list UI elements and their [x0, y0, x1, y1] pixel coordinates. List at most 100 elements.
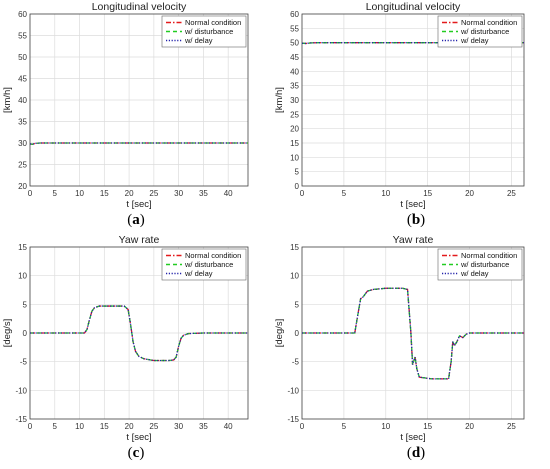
series-line-3 — [30, 305, 248, 362]
x-tick-label: 0 — [300, 422, 305, 431]
x-tick-label: 15 — [423, 189, 432, 198]
y-tick-label: 10 — [290, 153, 299, 162]
chart-title: Longitudinal velocity — [366, 1, 461, 13]
caption-c-letter: c — [132, 445, 140, 461]
x-tick-label: 30 — [174, 422, 183, 431]
y-tick-label: 55 — [18, 32, 27, 41]
y-tick-label: -15 — [287, 415, 299, 424]
x-tick-label: 15 — [423, 422, 432, 431]
x-tick-label: 10 — [75, 422, 84, 431]
y-tick-label: -5 — [292, 358, 300, 367]
legend-label: w/ disturbance — [184, 27, 233, 36]
caption-c: (c) — [127, 445, 145, 461]
x-tick-label: 5 — [342, 189, 347, 198]
y-tick-label: 0 — [23, 329, 28, 338]
x-tick-label: 25 — [149, 422, 158, 431]
x-tick-label: 0 — [28, 422, 33, 431]
y-axis-label: [km/h] — [2, 87, 13, 113]
y-axis-label: [deg/s] — [2, 319, 13, 348]
y-tick-label: 5 — [295, 300, 300, 309]
legend-label: w/ delay — [460, 36, 489, 45]
caption-b: (b) — [406, 212, 426, 228]
y-tick-label: 0 — [295, 329, 300, 338]
legend-label: w/ disturbance — [184, 260, 233, 269]
y-tick-label: 5 — [23, 300, 28, 309]
chart-title: Longitudinal velocity — [92, 1, 187, 13]
caption-d: (d) — [406, 445, 426, 461]
chart-svg: 0 5 10 15 20 25 -15 -10 -5 0 5 10 15 Yaw rate t [sec] [… — [274, 234, 525, 443]
y-tick-label: 15 — [290, 243, 299, 252]
series-line-2 — [302, 287, 524, 380]
x-tick-label: 10 — [381, 422, 390, 431]
x-tick-label: 10 — [381, 189, 390, 198]
y-tick-label: 20 — [18, 182, 27, 191]
y-tick-label: 15 — [18, 243, 27, 252]
y-tick-label: -10 — [15, 386, 27, 395]
y-tick-label: -10 — [287, 386, 299, 395]
y-tick-label: 30 — [290, 96, 299, 105]
x-tick-label: 40 — [224, 189, 233, 198]
y-tick-label: -15 — [15, 415, 27, 424]
x-axis-label: t [sec] — [400, 199, 425, 210]
legend-label: w/ delay — [184, 269, 213, 278]
legend-label: w/ delay — [184, 36, 213, 45]
x-tick-label: 5 — [342, 422, 347, 431]
legend-label: w/ disturbance — [460, 260, 509, 269]
axes-frame — [301, 13, 525, 187]
y-tick-label: 60 — [18, 10, 27, 19]
chart-title: Yaw rate — [119, 234, 160, 246]
y-tick-label: 30 — [18, 139, 27, 148]
y-tick-label: 0 — [295, 182, 300, 191]
x-tick-label: 20 — [465, 189, 474, 198]
y-tick-label: 40 — [290, 67, 299, 76]
y-tick-label: 15 — [290, 139, 299, 148]
x-axis-label: t [sec] — [400, 432, 425, 443]
caption-b-letter: b — [411, 212, 421, 228]
axes-frame — [29, 13, 249, 187]
x-tick-label: 30 — [174, 189, 183, 198]
x-tick-label: 35 — [199, 189, 208, 198]
y-tick-label: 5 — [295, 168, 300, 177]
y-tick-label: 20 — [290, 125, 299, 134]
legend-label: Normal condition — [185, 18, 241, 27]
x-tick-label: 0 — [300, 189, 305, 198]
y-tick-label: 45 — [18, 75, 27, 84]
series-line-1 — [302, 287, 524, 380]
x-tick-label: 40 — [224, 422, 233, 431]
caption-a: (a) — [127, 212, 145, 228]
chart-title: Yaw rate — [393, 234, 434, 246]
y-tick-label: 35 — [290, 82, 299, 91]
y-tick-label: 40 — [18, 96, 27, 105]
y-tick-label: 35 — [18, 118, 27, 127]
chart-panel-a: 0 5 10 15 20 25 30 35 40 20 25 30 35 40 45 50 55 60 Longit… — [0, 0, 265, 210]
x-tick-label: 5 — [53, 422, 58, 431]
x-tick-label: 25 — [149, 189, 158, 198]
y-axis-label: [km/h] — [274, 87, 285, 113]
caption-d-letter: d — [411, 445, 421, 461]
x-tick-label: 5 — [53, 189, 58, 198]
x-tick-label: 20 — [125, 422, 134, 431]
chart-svg: 0 5 10 15 20 25 30 35 40 20 25 30 35 40 45 50 55 60 Longit… — [2, 1, 249, 210]
x-tick-label: 20 — [125, 189, 134, 198]
y-tick-label: 55 — [290, 24, 299, 33]
x-tick-label: 15 — [100, 422, 109, 431]
y-tick-label: 25 — [290, 110, 299, 119]
y-tick-label: 50 — [290, 39, 299, 48]
legend-label: Normal condition — [461, 251, 517, 260]
x-tick-label: 25 — [507, 422, 516, 431]
y-tick-label: 60 — [290, 10, 299, 19]
x-tick-label: 20 — [465, 422, 474, 431]
x-tick-label: 35 — [199, 422, 208, 431]
chart-svg: 0 5 10 15 20 25 30 35 40 -15 -10 -5 0 5 10 15 Yaw rate t … — [2, 234, 249, 443]
y-tick-label: 10 — [18, 272, 27, 281]
legend-label: Normal condition — [461, 18, 517, 27]
caption-a-letter: a — [132, 212, 140, 228]
chart-panel-b: 0 5 10 15 20 25 0 5 10 15 20 25 30 35 40 45 50 55 60 Longit… — [274, 0, 550, 210]
chart-panel-c: 0 5 10 15 20 25 30 35 40 -15 -10 -5 0 5 10 15 Yaw rate t … — [0, 233, 265, 443]
legend-label: w/ delay — [460, 269, 489, 278]
x-axis-label: t [sec] — [126, 199, 151, 210]
